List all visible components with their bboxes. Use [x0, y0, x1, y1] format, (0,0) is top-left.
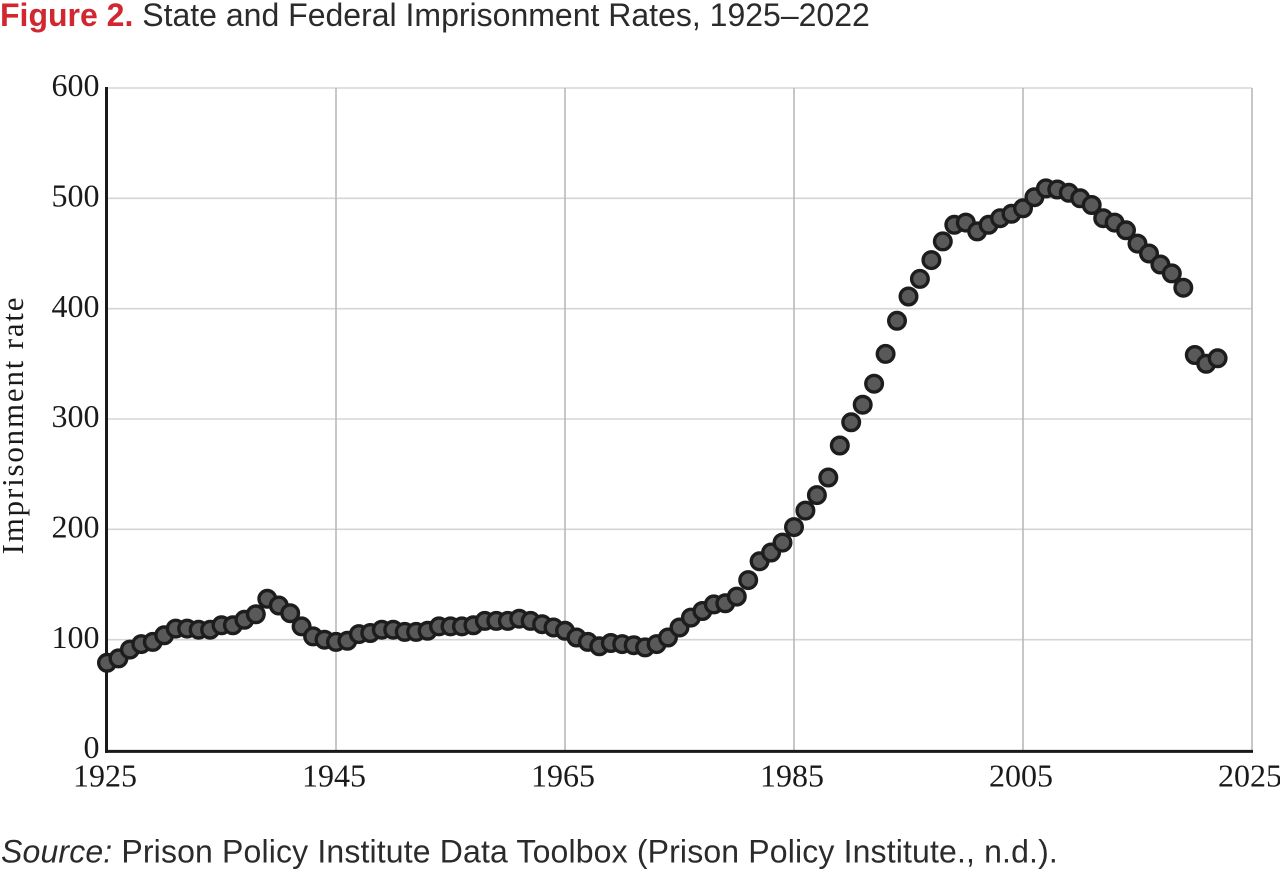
- svg-text:Source: Prison Policy Institut: Source: Prison Policy Institute Data Too…: [1, 834, 1058, 870]
- svg-text:400: 400: [52, 288, 100, 324]
- svg-text:1925: 1925: [73, 758, 137, 794]
- svg-text:1945: 1945: [302, 758, 366, 794]
- svg-text:1965: 1965: [531, 758, 595, 794]
- svg-text:200: 200: [52, 509, 100, 545]
- svg-text:500: 500: [52, 178, 100, 214]
- svg-text:Figure 2. State and Federal Im: Figure 2. State and Federal Imprisonment…: [0, 0, 870, 33]
- svg-text:2005: 2005: [989, 758, 1053, 794]
- svg-text:300: 300: [52, 398, 100, 434]
- svg-text:Imprisonment rate: Imprisonment rate: [0, 296, 30, 555]
- svg-text:0: 0: [84, 729, 100, 765]
- svg-text:1985: 1985: [760, 758, 824, 794]
- svg-text:100: 100: [52, 619, 100, 655]
- svg-text:600: 600: [52, 67, 100, 103]
- svg-text:2025: 2025: [1218, 758, 1280, 794]
